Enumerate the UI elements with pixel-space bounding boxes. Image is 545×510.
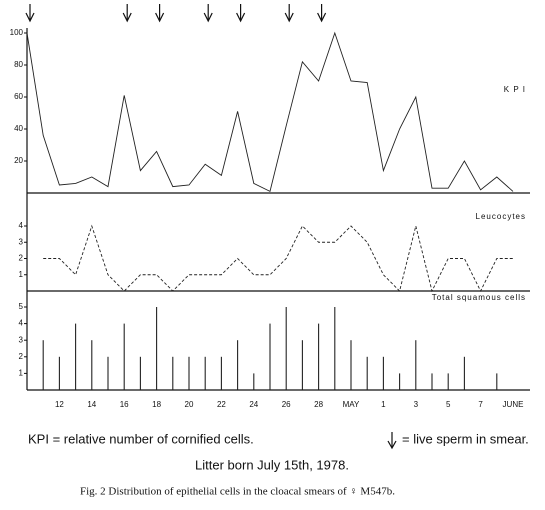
y-tick-label: 5 bbox=[19, 302, 24, 311]
y-tick-label: 20 bbox=[14, 156, 23, 165]
y-tick-label: 2 bbox=[19, 254, 24, 263]
line bbox=[43, 224, 513, 293]
sperm-arrow-head bbox=[203, 12, 213, 23]
x-tick-label: 12 bbox=[55, 400, 64, 409]
caption: Fig. 2 Distribution of epithelial cells … bbox=[80, 486, 395, 498]
y-tick-label: 80 bbox=[14, 60, 23, 69]
x-tick-label: 18 bbox=[152, 400, 161, 409]
x-tick-label: 26 bbox=[282, 400, 291, 409]
x-tick-label: 24 bbox=[249, 400, 258, 409]
x-tick-label: 20 bbox=[185, 400, 194, 409]
legend-arrow bbox=[387, 432, 397, 450]
x-tick-label: JUNE bbox=[503, 400, 524, 409]
x-tick-label: 1 bbox=[381, 400, 386, 409]
sperm-arrow-head bbox=[317, 12, 327, 23]
y-tick-label: 60 bbox=[14, 92, 23, 101]
x-tick-label: 3 bbox=[414, 400, 419, 409]
x-tick-label: 5 bbox=[446, 400, 451, 409]
y-tick-label: 1 bbox=[19, 270, 24, 279]
y-tick-label: 4 bbox=[19, 319, 24, 328]
x-tick-label: 16 bbox=[120, 400, 129, 409]
x-tick-label: 7 bbox=[478, 400, 483, 409]
sperm-arrow-head bbox=[122, 12, 132, 23]
sperm-arrow-head bbox=[284, 12, 294, 23]
litter-note: Litter born July 15th, 1978. bbox=[195, 457, 349, 472]
line bbox=[26, 31, 514, 193]
y-tick-label: 40 bbox=[14, 124, 23, 133]
legend-sperm: = live sperm in smear. bbox=[402, 431, 529, 446]
sperm-arrow-head bbox=[25, 12, 35, 23]
y-tick-label: 1 bbox=[19, 369, 24, 378]
panel-label: K P I bbox=[504, 85, 526, 94]
sperm-arrow-head bbox=[236, 12, 246, 23]
legend-kpi: KPI = relative number of cornified cells… bbox=[28, 431, 254, 446]
x-tick-label: 14 bbox=[87, 400, 96, 409]
x-tick-label: MAY bbox=[343, 400, 360, 409]
panel-label: Leucocytes bbox=[476, 212, 526, 221]
y-tick-label: 100 bbox=[10, 28, 24, 37]
y-tick-label: 4 bbox=[19, 221, 24, 230]
sperm-arrow-head bbox=[155, 12, 165, 23]
y-tick-label: 3 bbox=[19, 335, 24, 344]
panel-label: Total squamous cells bbox=[432, 293, 526, 302]
y-tick-label: 2 bbox=[19, 352, 24, 361]
x-tick-label: 22 bbox=[217, 400, 226, 409]
y-tick-label: 3 bbox=[19, 237, 24, 246]
x-tick-label: 28 bbox=[314, 400, 323, 409]
